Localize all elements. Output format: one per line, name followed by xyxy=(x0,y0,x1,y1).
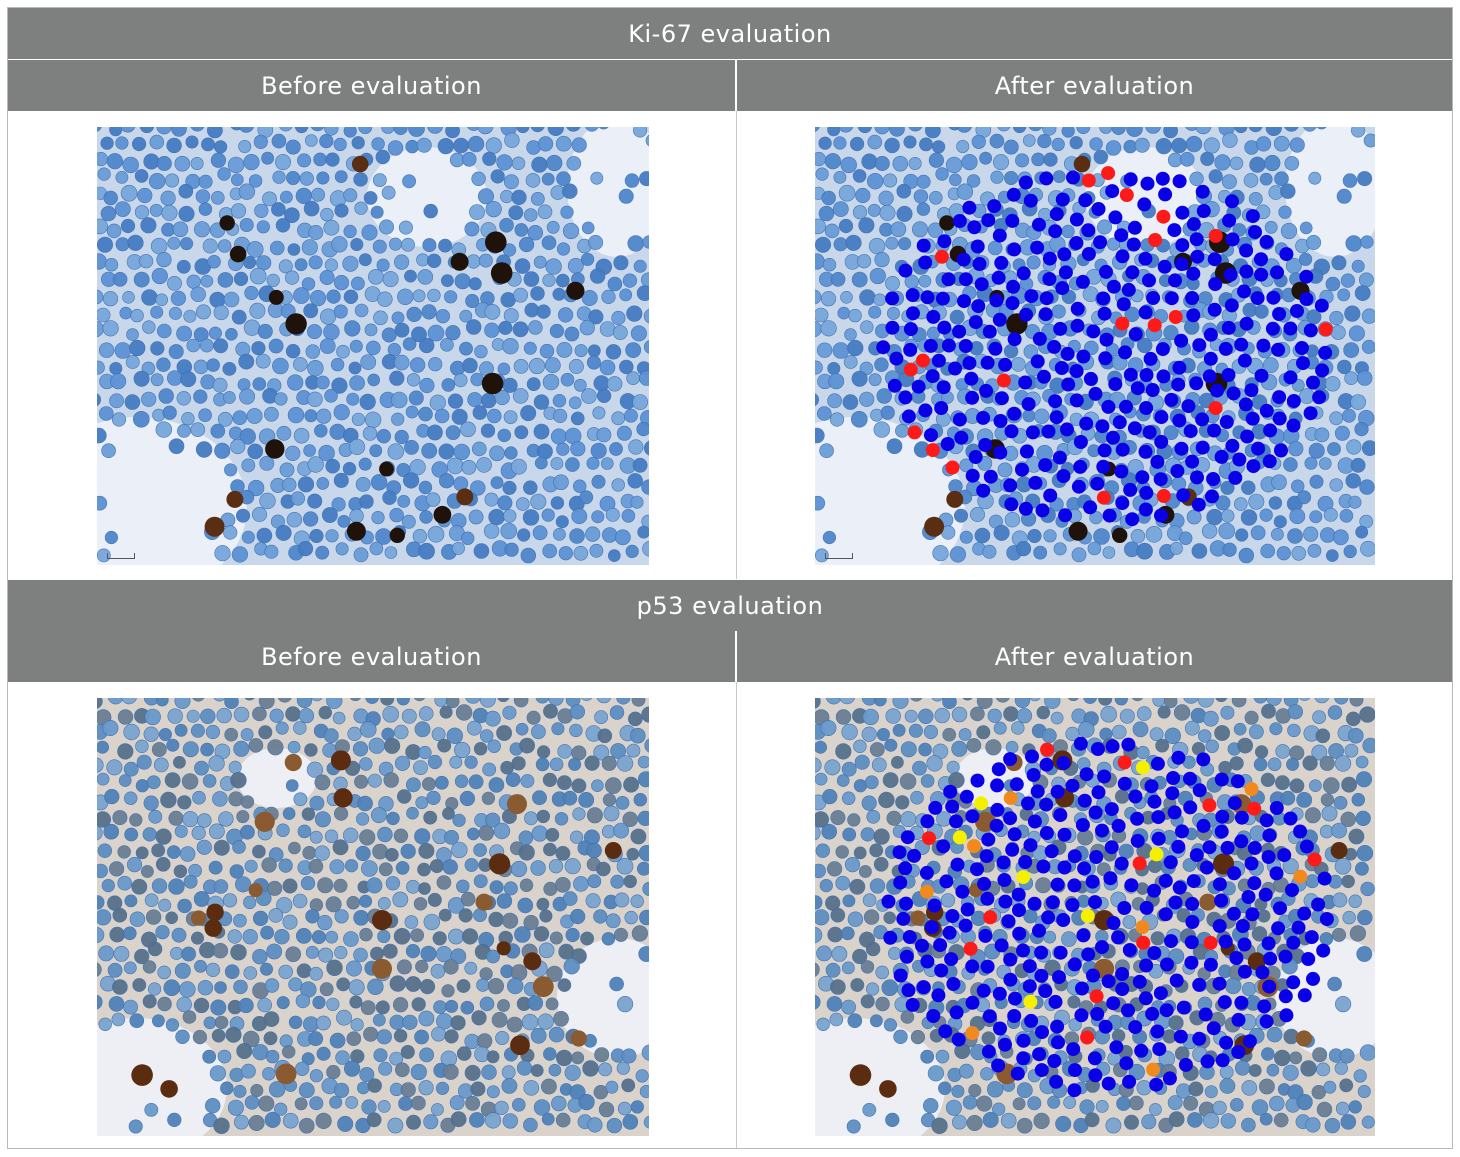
micrograph-svg xyxy=(97,698,649,1136)
column-divider xyxy=(736,682,737,1148)
column-header-after-ki67: After evaluation xyxy=(737,60,1452,111)
column-header-after-p53: After evaluation xyxy=(737,631,1452,682)
column-divider xyxy=(736,111,737,579)
ki67-before-image xyxy=(97,127,649,565)
p53-after-image xyxy=(815,698,1375,1136)
scale-bar xyxy=(825,553,853,559)
micrograph-svg xyxy=(97,127,649,565)
ki67-after-image xyxy=(815,127,1375,565)
scale-bar xyxy=(107,553,135,559)
micrograph-svg xyxy=(815,698,1375,1136)
section-title-p53: p53 evaluation xyxy=(8,580,1452,631)
column-header-before-p53: Before evaluation xyxy=(8,631,735,682)
column-header-before-ki67: Before evaluation xyxy=(8,60,735,111)
section-title-ki67: Ki-67 evaluation xyxy=(8,8,1452,59)
figure-frame xyxy=(7,7,1453,1149)
micrograph-svg xyxy=(815,127,1375,565)
annotation-markers xyxy=(876,166,1333,527)
annotation-markers xyxy=(881,736,1334,1098)
p53-before-image xyxy=(97,698,649,1136)
